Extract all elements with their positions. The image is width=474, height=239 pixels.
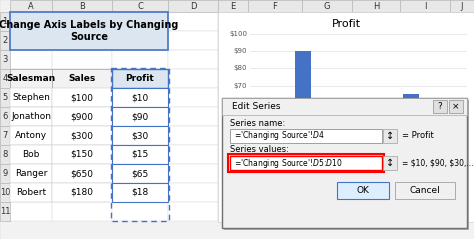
FancyBboxPatch shape <box>112 183 168 202</box>
Text: ='Changing Source'!$D$4: ='Changing Source'!$D$4 <box>234 130 325 142</box>
Text: 10: 10 <box>0 188 10 197</box>
FancyBboxPatch shape <box>450 107 474 126</box>
FancyBboxPatch shape <box>0 50 10 69</box>
FancyBboxPatch shape <box>450 50 474 69</box>
Text: 6: 6 <box>2 112 8 121</box>
Text: G: G <box>324 1 330 11</box>
Text: 5: 5 <box>2 93 8 102</box>
Text: $900: $900 <box>71 112 93 121</box>
FancyBboxPatch shape <box>52 164 112 183</box>
FancyBboxPatch shape <box>52 0 112 12</box>
Text: I: I <box>424 1 426 11</box>
FancyBboxPatch shape <box>218 69 248 88</box>
FancyBboxPatch shape <box>10 126 52 145</box>
FancyBboxPatch shape <box>52 145 112 164</box>
FancyBboxPatch shape <box>400 88 450 107</box>
FancyBboxPatch shape <box>352 12 400 31</box>
FancyBboxPatch shape <box>302 50 352 69</box>
Text: Edit Series: Edit Series <box>232 102 281 111</box>
FancyBboxPatch shape <box>302 126 352 145</box>
FancyBboxPatch shape <box>168 126 218 145</box>
Text: 11: 11 <box>0 207 10 216</box>
Text: $30: $30 <box>131 131 149 140</box>
FancyBboxPatch shape <box>10 12 52 31</box>
Text: 4: 4 <box>2 74 8 83</box>
FancyBboxPatch shape <box>302 107 352 126</box>
FancyBboxPatch shape <box>352 0 400 12</box>
FancyBboxPatch shape <box>168 50 218 69</box>
FancyBboxPatch shape <box>450 69 474 88</box>
Text: $150: $150 <box>71 150 93 159</box>
FancyBboxPatch shape <box>400 164 450 183</box>
FancyBboxPatch shape <box>248 126 302 145</box>
FancyBboxPatch shape <box>230 156 382 170</box>
FancyBboxPatch shape <box>248 0 302 12</box>
FancyBboxPatch shape <box>248 107 302 126</box>
FancyBboxPatch shape <box>10 88 52 107</box>
Text: $65: $65 <box>131 169 149 178</box>
FancyBboxPatch shape <box>222 98 467 115</box>
Text: Bob: Bob <box>22 150 40 159</box>
FancyBboxPatch shape <box>10 69 52 88</box>
FancyBboxPatch shape <box>449 100 463 113</box>
FancyBboxPatch shape <box>10 69 52 88</box>
FancyBboxPatch shape <box>10 145 52 164</box>
FancyBboxPatch shape <box>0 202 10 221</box>
FancyBboxPatch shape <box>112 164 168 183</box>
FancyBboxPatch shape <box>218 107 248 126</box>
FancyBboxPatch shape <box>367 180 383 206</box>
FancyBboxPatch shape <box>112 164 168 183</box>
FancyBboxPatch shape <box>112 145 168 164</box>
Text: $300: $300 <box>71 131 93 140</box>
Text: 9: 9 <box>2 169 8 178</box>
FancyBboxPatch shape <box>218 88 248 107</box>
FancyBboxPatch shape <box>0 145 10 164</box>
Text: E: E <box>230 1 236 11</box>
FancyBboxPatch shape <box>302 31 352 50</box>
FancyBboxPatch shape <box>0 69 10 88</box>
FancyBboxPatch shape <box>450 126 474 145</box>
FancyBboxPatch shape <box>52 183 112 202</box>
FancyBboxPatch shape <box>10 183 52 202</box>
FancyBboxPatch shape <box>450 31 474 50</box>
FancyBboxPatch shape <box>52 88 112 107</box>
FancyBboxPatch shape <box>52 69 112 88</box>
Text: Salesman: Salesman <box>329 213 363 219</box>
FancyBboxPatch shape <box>112 12 168 31</box>
FancyBboxPatch shape <box>112 0 168 12</box>
FancyBboxPatch shape <box>10 164 52 183</box>
FancyBboxPatch shape <box>259 189 275 206</box>
FancyBboxPatch shape <box>10 12 168 50</box>
FancyBboxPatch shape <box>248 50 302 69</box>
FancyBboxPatch shape <box>222 98 467 228</box>
FancyBboxPatch shape <box>112 126 168 145</box>
FancyBboxPatch shape <box>0 126 10 145</box>
FancyBboxPatch shape <box>352 126 400 145</box>
FancyBboxPatch shape <box>400 183 450 202</box>
Text: ↕: ↕ <box>386 158 394 168</box>
FancyBboxPatch shape <box>112 31 168 50</box>
FancyBboxPatch shape <box>10 183 52 202</box>
FancyBboxPatch shape <box>352 69 400 88</box>
Text: ×: × <box>452 102 460 111</box>
FancyBboxPatch shape <box>10 50 52 69</box>
Text: Sales: Sales <box>68 74 96 83</box>
FancyBboxPatch shape <box>10 126 52 145</box>
FancyBboxPatch shape <box>395 182 455 199</box>
FancyBboxPatch shape <box>352 183 400 202</box>
FancyBboxPatch shape <box>400 50 450 69</box>
Text: $90: $90 <box>234 48 247 54</box>
Text: $90: $90 <box>131 112 149 121</box>
FancyBboxPatch shape <box>52 164 112 183</box>
FancyBboxPatch shape <box>112 145 168 164</box>
FancyBboxPatch shape <box>302 145 352 164</box>
Text: $650: $650 <box>71 169 93 178</box>
FancyBboxPatch shape <box>302 183 352 202</box>
FancyBboxPatch shape <box>218 145 248 164</box>
Text: 2: 2 <box>2 36 8 45</box>
FancyBboxPatch shape <box>400 31 450 50</box>
FancyBboxPatch shape <box>112 107 168 126</box>
FancyBboxPatch shape <box>112 69 168 88</box>
FancyBboxPatch shape <box>352 202 400 221</box>
